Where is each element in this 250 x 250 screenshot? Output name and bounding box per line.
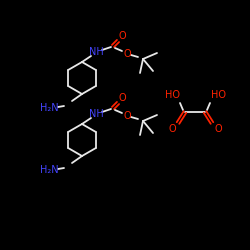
- Text: H₂N: H₂N: [40, 103, 58, 113]
- Text: O: O: [123, 49, 131, 59]
- Text: O: O: [123, 111, 131, 121]
- Text: H₂N: H₂N: [40, 165, 58, 175]
- Text: O: O: [168, 124, 176, 134]
- Text: O: O: [118, 93, 126, 103]
- Text: HO: HO: [210, 90, 226, 100]
- Text: HO: HO: [166, 90, 180, 100]
- Text: NH: NH: [88, 109, 104, 119]
- Text: O: O: [214, 124, 222, 134]
- Text: O: O: [118, 31, 126, 41]
- Text: NH: NH: [88, 47, 104, 57]
